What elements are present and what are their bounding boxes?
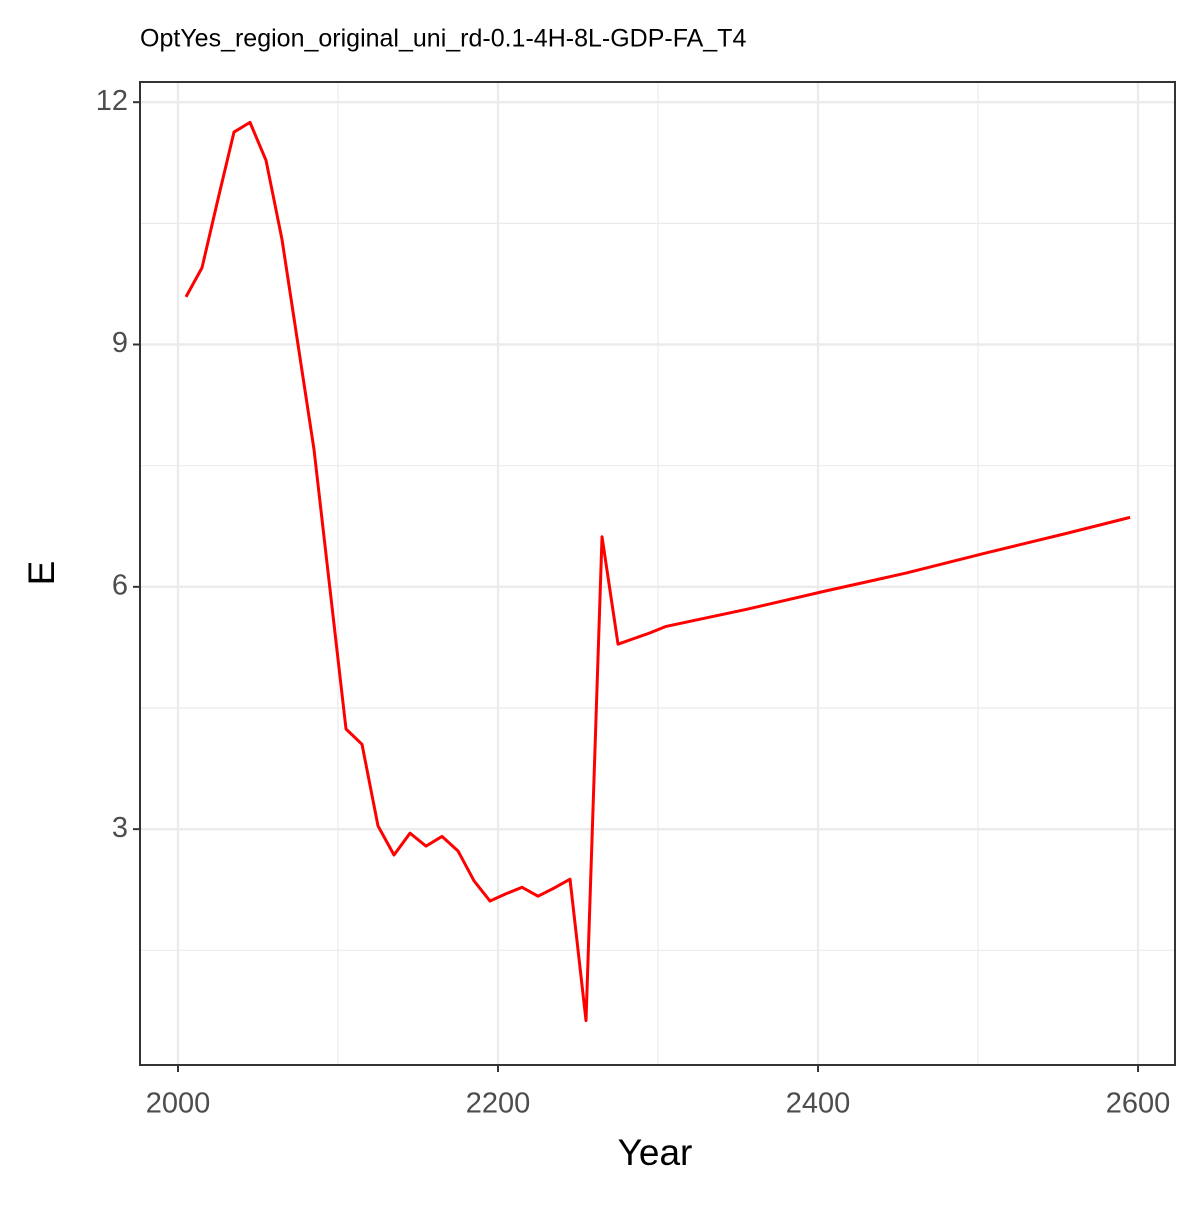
y-tick-label: 9	[112, 327, 128, 359]
y-tick-label: 12	[96, 85, 128, 117]
x-tick-label: 2000	[146, 1088, 211, 1120]
y-tick-label: 6	[112, 569, 128, 601]
panel-border	[139, 81, 1176, 1066]
y-axis-title: E	[21, 561, 62, 586]
x-tick-label: 2200	[466, 1088, 531, 1120]
data-line	[184, 120, 1131, 1023]
x-axis-title: Year	[618, 1132, 693, 1173]
x-tick-label: 2600	[1106, 1088, 1171, 1120]
x-tick-label: 2400	[786, 1088, 851, 1120]
y-tick-label: 3	[112, 812, 128, 844]
chart-title: OptYes_region_original_uni_rd-0.1-4H-8L-…	[140, 25, 746, 53]
